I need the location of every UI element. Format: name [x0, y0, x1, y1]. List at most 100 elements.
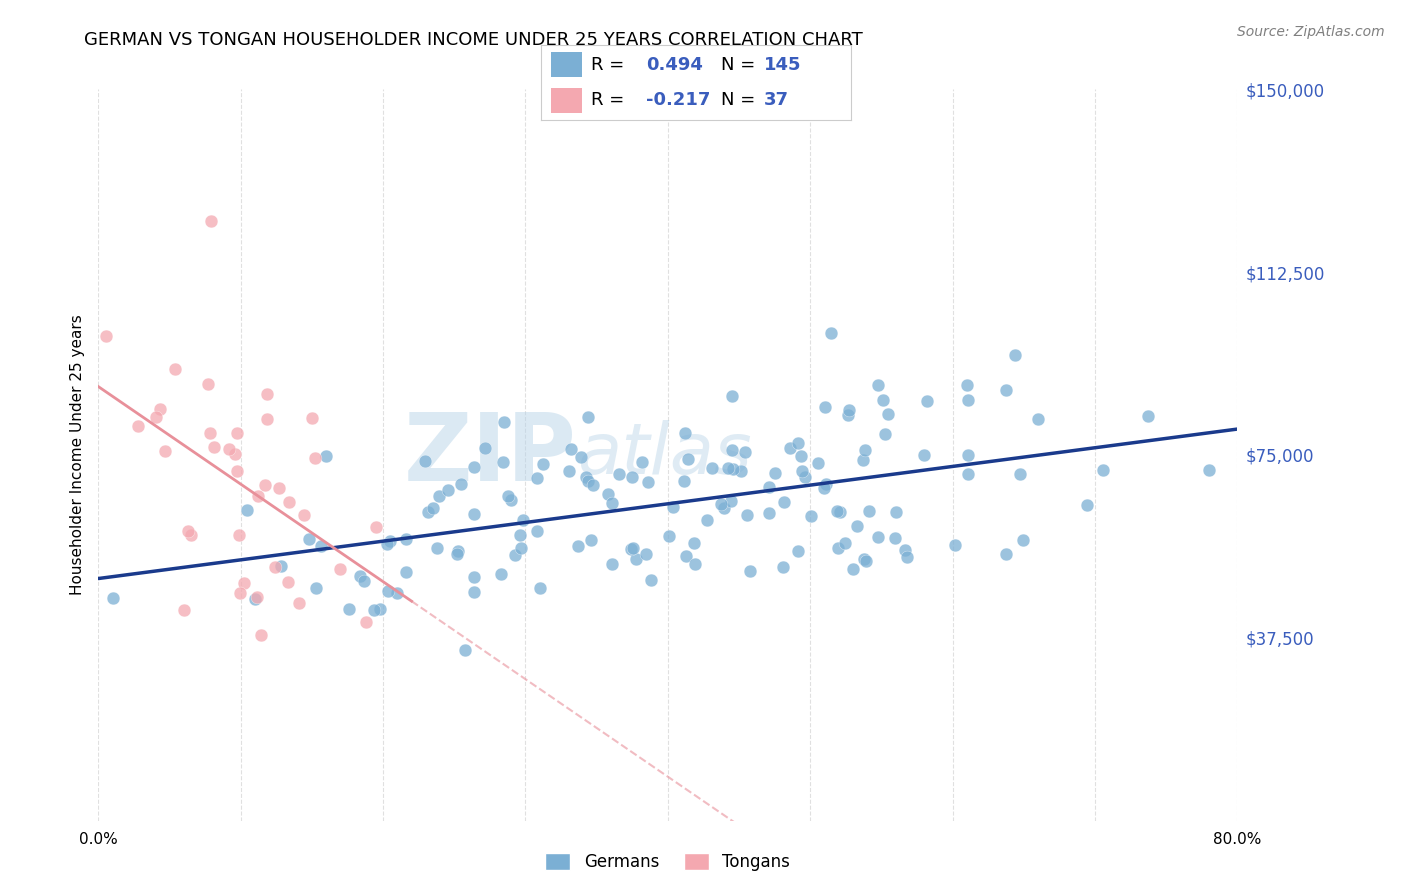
Point [721, 461, 744, 475]
Point [787, 436, 810, 450]
Point [800, 509, 823, 524]
Point [267, 481, 290, 495]
Point [872, 392, 894, 407]
Point [145, 409, 167, 424]
Point [837, 408, 859, 422]
Point [621, 541, 644, 556]
Point [600, 496, 623, 510]
Point [499, 493, 522, 508]
Text: GERMAN VS TONGAN HOUSEHOLDER INCOME UNDER 25 YEARS CORRELATION CHART: GERMAN VS TONGAN HOUSEHOLDER INCOME UNDE… [84, 31, 863, 49]
Point [363, 603, 385, 617]
Point [1004, 348, 1026, 362]
Point [337, 602, 360, 616]
Point [1008, 467, 1031, 482]
Point [807, 457, 830, 471]
Point [264, 560, 287, 574]
Point [569, 450, 592, 464]
Point [256, 411, 278, 425]
Point [224, 447, 246, 461]
Point [956, 467, 979, 481]
Point [1136, 409, 1159, 424]
Point [163, 361, 186, 376]
Point [127, 418, 149, 433]
Point [298, 532, 321, 546]
Point [917, 394, 939, 409]
Point [730, 464, 752, 478]
Point [243, 592, 266, 607]
Point [886, 505, 908, 519]
Point [385, 586, 408, 600]
Point [658, 529, 681, 543]
Point [838, 403, 860, 417]
Point [226, 465, 249, 479]
Text: N =: N = [721, 91, 766, 109]
Point [683, 558, 706, 572]
Point [253, 477, 276, 491]
Point [853, 552, 876, 566]
Point [509, 541, 531, 556]
Point [446, 547, 468, 561]
Point [526, 471, 548, 485]
Point [624, 551, 647, 566]
Point [277, 575, 299, 590]
Point [700, 461, 723, 475]
Point [229, 586, 252, 600]
Text: 37: 37 [763, 91, 789, 109]
Point [637, 475, 659, 489]
Point [1012, 533, 1035, 547]
Point [246, 489, 269, 503]
Point [790, 464, 813, 478]
Point [763, 466, 786, 480]
Point [512, 513, 534, 527]
Point [710, 497, 733, 511]
Point [661, 500, 683, 514]
Point [101, 591, 124, 606]
Point [153, 444, 176, 458]
Text: R =: R = [591, 55, 630, 74]
Point [825, 504, 848, 518]
Point [236, 503, 259, 517]
Point [180, 528, 202, 542]
Point [560, 442, 582, 457]
Point [596, 487, 619, 501]
Point [713, 500, 735, 515]
Point [315, 450, 337, 464]
Legend: Germans, Tongans: Germans, Tongans [538, 847, 797, 878]
Point [813, 481, 835, 495]
Point [177, 524, 200, 538]
Point [634, 547, 657, 561]
Point [834, 536, 856, 550]
Point [228, 528, 250, 542]
Point [94, 329, 117, 343]
Point [576, 474, 599, 488]
Point [531, 457, 554, 471]
Text: N =: N = [721, 55, 761, 74]
Point [427, 489, 450, 503]
Point [581, 533, 603, 548]
Point [846, 518, 869, 533]
Point [740, 564, 762, 578]
Point [631, 455, 654, 469]
Point [772, 560, 794, 574]
Point [364, 520, 387, 534]
Point [491, 566, 513, 581]
Point [858, 504, 880, 518]
Point [377, 584, 399, 599]
Point [246, 591, 269, 605]
Point [814, 400, 837, 414]
Point [418, 505, 440, 519]
Point [200, 214, 222, 228]
Point [721, 443, 744, 458]
Point [422, 501, 444, 516]
Point [673, 425, 696, 440]
Point [492, 455, 515, 469]
Point [292, 508, 315, 523]
Point [673, 474, 696, 488]
Point [827, 541, 849, 555]
Point [868, 377, 890, 392]
Point [197, 377, 219, 392]
Point [305, 581, 328, 595]
Point [288, 596, 311, 610]
Point [498, 489, 520, 503]
Point [256, 387, 278, 401]
